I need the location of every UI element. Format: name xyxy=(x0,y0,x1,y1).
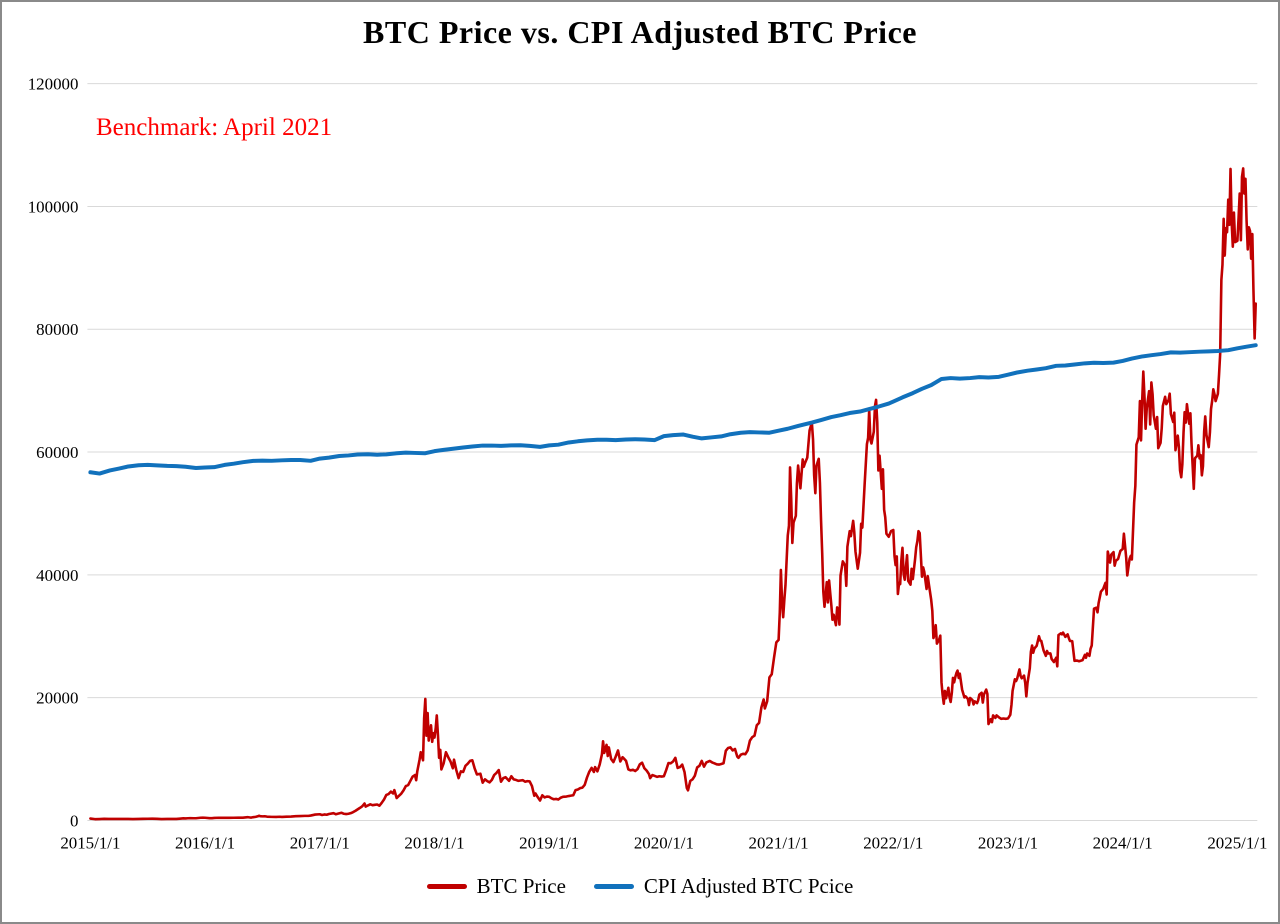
x-tick-label: 2016/1/1 xyxy=(175,833,235,852)
y-tick-label: 20000 xyxy=(36,689,78,708)
series-cpi-adjusted-btc-pcice xyxy=(88,343,1258,476)
x-tick-label: 2017/1/1 xyxy=(290,833,350,852)
y-tick-label: 60000 xyxy=(36,443,78,462)
x-tick-label: 2018/1/1 xyxy=(404,833,464,852)
x-tick-label: 2019/1/1 xyxy=(519,833,579,852)
legend-item-cpi-adjusted: CPI Adjusted BTC Pcice xyxy=(593,874,854,899)
series-btc-price xyxy=(89,167,1258,821)
x-tick-label: 2025/1/1 xyxy=(1207,833,1267,852)
y-tick-label: 80000 xyxy=(36,320,78,339)
x-tick-label: 2023/1/1 xyxy=(978,833,1038,852)
y-tick-label: 0 xyxy=(70,811,78,830)
legend: BTC Price CPI Adjusted BTC Pcice xyxy=(2,874,1278,899)
x-tick-label: 2015/1/1 xyxy=(60,833,120,852)
benchmark-annotation: Benchmark: April 2021 xyxy=(96,114,333,141)
y-tick-label: 40000 xyxy=(36,566,78,585)
legend-item-btc-price: BTC Price xyxy=(426,874,566,899)
btc-price-line-swatch xyxy=(426,884,467,889)
y-tick-label: 100000 xyxy=(28,197,79,216)
x-tick-label: 2024/1/1 xyxy=(1093,833,1153,852)
legend-label-btc-price: BTC Price xyxy=(476,874,566,898)
x-tick-label: 2022/1/1 xyxy=(863,833,923,852)
legend-label-cpi-adjusted: CPI Adjusted BTC Pcice xyxy=(643,874,854,898)
cpi-adjusted-line-swatch xyxy=(593,884,634,889)
y-tick-label: 120000 xyxy=(28,75,79,94)
x-tick-label: 2021/1/1 xyxy=(749,833,809,852)
chart-title: BTC Price vs. CPI Adjusted BTC Price xyxy=(363,14,917,50)
x-tick-label: 2020/1/1 xyxy=(634,833,694,852)
